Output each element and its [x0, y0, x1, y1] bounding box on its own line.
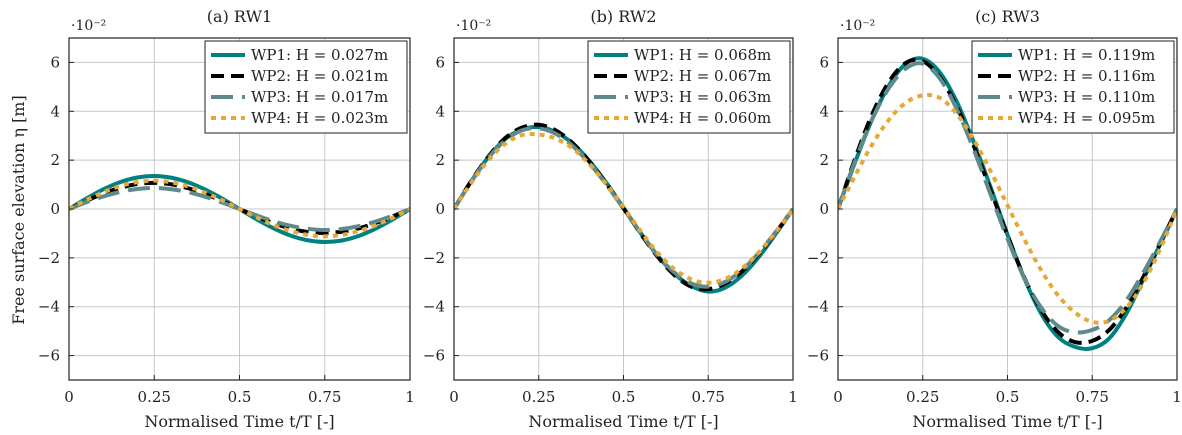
- legend-entry-wp1: WP1: H = 0.068m: [634, 46, 771, 64]
- x-tick-label: 0: [833, 388, 843, 406]
- y-tick-label: −2: [423, 249, 445, 267]
- legend-entry-wp4: WP4: H = 0.023m: [251, 109, 388, 127]
- y-tick-label: 2: [50, 151, 60, 169]
- x-tick-label: 0.25: [906, 388, 939, 406]
- legend-entry-wp4: WP4: H = 0.060m: [634, 109, 771, 127]
- y-tick-label: 0: [50, 200, 60, 218]
- y-tick-label: −4: [423, 298, 445, 316]
- y-tick-label: 4: [50, 102, 60, 120]
- y-tick-label: 4: [819, 102, 829, 120]
- y-tick-label: 6: [819, 53, 829, 71]
- series-line-wp3: [838, 61, 1177, 335]
- y-scale-exponent: ·10⁻²: [456, 18, 491, 34]
- chart-panel-c: 0 0.25 0.5 0.75 1 −6 −4 −2 0 2 4 6 ·10⁻² (c) RW3 Norma…: [807, 7, 1182, 431]
- y-tick-label: −4: [38, 298, 60, 316]
- series-line-wp2: [838, 57, 1177, 345]
- y-tick-label: 2: [819, 151, 829, 169]
- x-tick-label: 0.25: [522, 388, 555, 406]
- y-tick-label: −2: [807, 249, 829, 267]
- legend-entry-wp2: WP2: H = 0.021m: [251, 67, 388, 85]
- legend-entry-wp1: WP1: H = 0.119m: [1018, 46, 1155, 64]
- x-axis-label: Normalised Time t/T [-]: [528, 412, 718, 431]
- y-tick-label: 6: [50, 53, 60, 71]
- series-line-wp4: [838, 93, 1177, 325]
- y-tick-label: −4: [807, 298, 829, 316]
- x-tick-label: 0: [449, 388, 459, 406]
- legend-entry-wp2: WP2: H = 0.116m: [1018, 67, 1155, 85]
- x-axis-label: Normalised Time t/T [-]: [144, 412, 334, 431]
- x-tick-label: 0.5: [228, 388, 252, 406]
- series-line-wp4: [454, 132, 793, 285]
- y-tick-label: −2: [38, 249, 60, 267]
- x-tick-label: 0.5: [612, 388, 636, 406]
- x-tick-label: 0.75: [692, 388, 725, 406]
- x-tick-label: 1: [1172, 388, 1182, 406]
- chart-title: (b) RW2: [590, 7, 656, 26]
- y-tick-label: 2: [435, 151, 445, 169]
- y-tick-label: −6: [423, 347, 445, 365]
- legend-entry-wp3: WP3: H = 0.063m: [634, 88, 771, 106]
- x-tick-label: 1: [405, 388, 415, 406]
- y-scale-exponent: ·10⁻²: [71, 18, 106, 34]
- chart-panel-a: 0 0.25 0.5 0.75 1 −6 −4 −2 0 2 4 6 ·10⁻² (a) RW1 Norma…: [38, 7, 415, 431]
- legend-entry-wp3: WP3: H = 0.017m: [251, 88, 388, 106]
- chart-title: (c) RW3: [975, 7, 1040, 26]
- legend-entry-wp2: WP2: H = 0.067m: [634, 67, 771, 85]
- chart-panel-b: 0 0.25 0.5 0.75 1 −6 −4 −2 0 2 4 6 ·10⁻² (b) RW2 Norma…: [423, 7, 798, 431]
- y-axis-label: Free surface elevation η [m]: [9, 95, 28, 324]
- x-axis-label: Normalised Time t/T [-]: [912, 412, 1102, 431]
- y-tick-label: 4: [435, 102, 445, 120]
- y-tick-label: 6: [435, 53, 445, 71]
- legend-entry-wp3: WP3: H = 0.110m: [1018, 88, 1155, 106]
- x-tick-label: 0.5: [996, 388, 1020, 406]
- chart-title: (a) RW1: [207, 7, 272, 26]
- x-tick-label: 0: [64, 388, 74, 406]
- series-line-wp4: [69, 178, 410, 239]
- y-tick-label: −6: [807, 347, 829, 365]
- y-tick-label: 0: [435, 200, 445, 218]
- y-tick-label: 0: [819, 200, 829, 218]
- legend-entry-wp4: WP4: H = 0.095m: [1018, 109, 1155, 127]
- x-tick-label: 0.75: [1076, 388, 1109, 406]
- x-tick-label: 0.25: [138, 388, 171, 406]
- legend-entry-wp1: WP1: H = 0.027m: [251, 46, 388, 64]
- y-scale-exponent: ·10⁻²: [840, 18, 875, 34]
- x-tick-label: 0.75: [308, 388, 341, 406]
- y-tick-label: −6: [38, 347, 60, 365]
- x-tick-label: 1: [788, 388, 798, 406]
